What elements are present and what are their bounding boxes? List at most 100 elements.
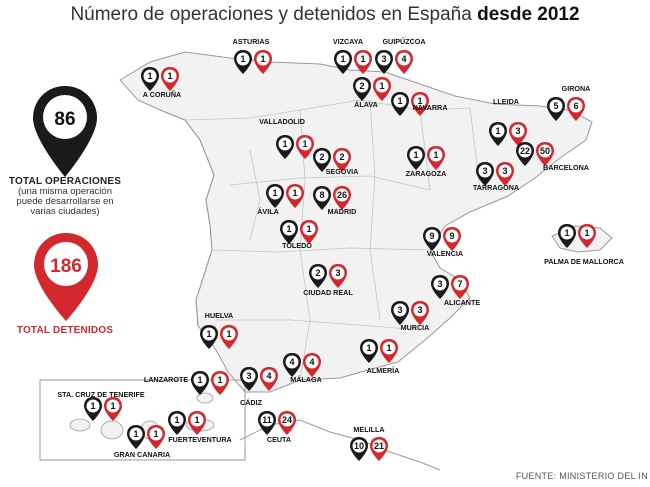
alava-detained-pin-value: 1 xyxy=(379,81,384,91)
palma-de-mallorca-detained-pin: 1 xyxy=(578,224,596,248)
girona-operations-pin-value: 5 xyxy=(553,101,558,111)
melilla-detained-pin: 21 xyxy=(370,437,388,461)
murcia-operations-pin: 3 xyxy=(391,301,409,325)
palma-de-mallorca-operations-pin-value: 1 xyxy=(564,228,569,238)
murcia-operations-pin-hole xyxy=(393,303,407,317)
toledo-operations-pin-hole xyxy=(282,222,296,236)
madrid-detained-pin: 26 xyxy=(333,186,351,210)
valladolid-detained-pin: 1 xyxy=(296,135,314,159)
guipuzcoa-operations-pin: 3 xyxy=(375,50,393,74)
palma-de-mallorca-operations-pin: 1 xyxy=(558,224,576,248)
lanzarote-detained-pin-value: 1 xyxy=(217,375,222,385)
almeria-detained-pin-value: 1 xyxy=(386,343,391,353)
huelva-operations-pin: 1 xyxy=(200,325,218,349)
a-coruna-operations-pin-hole xyxy=(143,69,157,83)
alava-operations-pin-hole xyxy=(355,79,369,93)
almeria-detained-pin: 1 xyxy=(380,339,398,363)
alava-label: ÁLAVA xyxy=(354,100,378,109)
navarra-label: NAVARRA xyxy=(413,103,448,112)
lleida-operations-pin: 1 xyxy=(489,122,507,146)
valencia-operations-pin: 9 xyxy=(423,227,441,251)
almeria-operations-pin: 1 xyxy=(360,339,378,363)
gran-canaria-operations-pin-hole xyxy=(129,427,143,441)
vizcaya-detained-pin: 1 xyxy=(354,50,372,74)
girona-detained-pin: 6 xyxy=(567,97,585,121)
avila-operations-pin: 1 xyxy=(266,184,284,208)
guipuzcoa-detained-pin-value: 4 xyxy=(401,54,406,64)
ciudad-real-detained-pin: 3 xyxy=(329,264,347,288)
alicante-detained-pin-value: 7 xyxy=(457,279,462,289)
navarra-detained-pin-value: 1 xyxy=(417,96,422,106)
lanzarote-operations-pin-value: 1 xyxy=(197,375,202,385)
tarragona-operations-pin: 3 xyxy=(476,162,494,186)
sta-cruz-de-tenerife-detained-pin: 1 xyxy=(104,397,122,421)
alava-operations-pin-value: 2 xyxy=(359,81,364,91)
asturias-operations-pin: 1 xyxy=(234,50,252,74)
murcia-label: MURCIA xyxy=(401,323,430,332)
malaga-detained-pin: 4 xyxy=(303,353,321,377)
guipuzcoa-detained-pin-hole xyxy=(397,52,411,66)
madrid-label: MADRID xyxy=(328,207,357,216)
guipuzcoa-detained-pin: 4 xyxy=(395,50,413,74)
alava-detained-pin: 1 xyxy=(373,77,391,101)
navarra-detained-pin-hole xyxy=(413,94,427,108)
ceuta-operations-pin: 11 xyxy=(258,411,276,435)
ceuta-detained-pin-hole xyxy=(280,413,294,427)
valencia-detained-pin-value: 9 xyxy=(449,231,454,241)
toledo-detained-pin-value: 1 xyxy=(306,224,311,234)
title-main: Número de operaciones y detenidos en Esp… xyxy=(70,4,472,25)
gran-canaria-detained-pin-value: 1 xyxy=(153,429,158,439)
vizcaya-detained-pin-hole xyxy=(356,52,370,66)
zaragoza-label: ZARAGOZA xyxy=(406,169,447,178)
madrid-operations-pin-value: 8 xyxy=(319,190,324,200)
big-detained-pin-icon: 186 xyxy=(34,233,98,321)
alicante-label: ALICANTE xyxy=(444,298,481,307)
girona-operations-pin-hole xyxy=(549,99,563,113)
cadiz-operations-pin: 3 xyxy=(240,367,258,391)
total-detained-value: 186 xyxy=(50,256,82,277)
a-coruna-label: A CORUÑA xyxy=(143,90,181,99)
almeria-operations-pin-value: 1 xyxy=(366,343,371,353)
barcelona-detained-pin: 50 xyxy=(536,142,554,166)
zaragoza-detained-pin: 1 xyxy=(427,146,445,170)
source-note: FUENTE: MINISTERIO DEL IN xyxy=(515,471,648,481)
fuerteventura-operations-pin-hole xyxy=(170,413,184,427)
valencia-detained-pin-hole xyxy=(445,229,459,243)
alicante-operations-pin-hole xyxy=(433,277,447,291)
asturias-detained-pin-hole xyxy=(256,52,270,66)
tarragona-operations-pin-hole xyxy=(478,164,492,178)
toledo-label: TOLEDO xyxy=(282,241,312,250)
cadiz-label: CÁDIZ xyxy=(240,398,263,407)
a-coruna-operations-pin: 1 xyxy=(141,67,159,91)
alicante-detained-pin-hole xyxy=(453,277,467,291)
cadiz-detained-pin: 4 xyxy=(260,367,278,391)
asturias-operations-pin-hole xyxy=(236,52,250,66)
vizcaya-label: VIZCAYA xyxy=(333,37,363,46)
total-detained-block: 186 xyxy=(31,231,101,328)
huelva-detained-pin-value: 1 xyxy=(226,329,231,339)
big-operations-pin-icon: 86 xyxy=(33,86,97,177)
navarra-operations-pin-hole xyxy=(393,94,407,108)
barcelona-operations-pin-value: 22 xyxy=(520,146,530,156)
murcia-detained-pin: 3 xyxy=(411,301,429,325)
lanzarote-label: LANZAROTE xyxy=(144,375,189,384)
valladolid-label: VALLADOLID xyxy=(259,117,305,126)
gran-canaria-detained-pin: 1 xyxy=(147,425,165,449)
huelva-operations-pin-hole xyxy=(202,327,216,341)
segovia-label: SEGOVIA xyxy=(326,167,359,176)
portugal-border xyxy=(159,109,215,327)
huelva-operations-pin-value: 1 xyxy=(206,329,211,339)
ciudad-real-operations-pin: 2 xyxy=(309,264,327,288)
madrid-detained-pin-value: 26 xyxy=(337,190,347,200)
ceuta-operations-pin-hole xyxy=(260,413,274,427)
zaragoza-operations-pin: 1 xyxy=(407,146,425,170)
almeria-label: ALMERÍA xyxy=(367,366,400,375)
cadiz-operations-pin-hole xyxy=(242,369,256,383)
barcelona-operations-pin-hole xyxy=(518,144,532,158)
lleida-operations-pin-hole xyxy=(491,124,505,138)
cadiz-detained-pin-value: 4 xyxy=(266,371,271,381)
avila-detained-pin-hole xyxy=(288,186,302,200)
fuerteventura-detained-pin: 1 xyxy=(188,411,206,435)
murcia-operations-pin-value: 3 xyxy=(397,305,402,315)
gran-canaria-operations-pin-value: 1 xyxy=(133,429,138,439)
